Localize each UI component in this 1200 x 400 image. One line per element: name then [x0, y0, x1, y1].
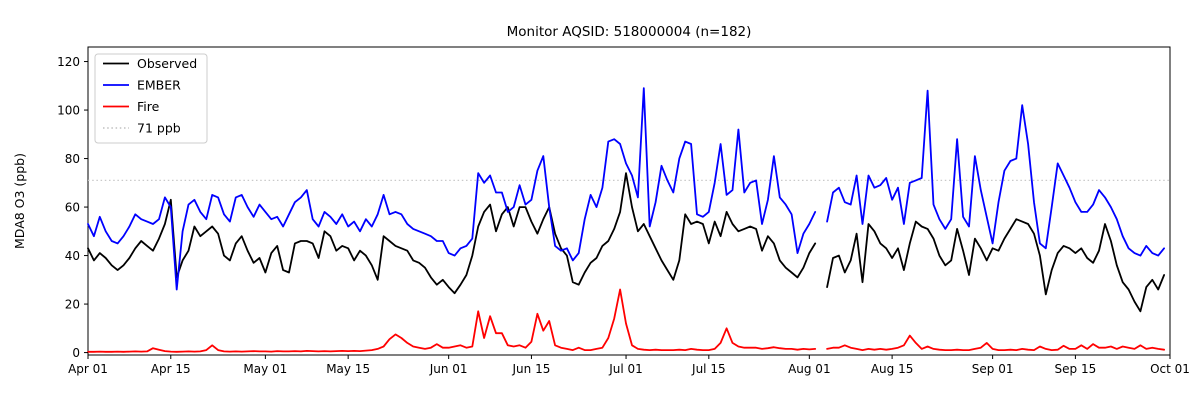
x-tick-label: Sep 15 [1055, 362, 1097, 376]
legend-item: Fire [103, 99, 160, 114]
series-lines [87, 87, 1165, 353]
observed-line [87, 172, 1165, 313]
x-tick-label: Jun 15 [512, 362, 551, 376]
x-tick-label: Aug 15 [871, 362, 914, 376]
ember-line [87, 87, 1165, 291]
x-tick-label: May 15 [326, 362, 370, 376]
x-tick-label: May 01 [243, 362, 287, 376]
y-axis-title: MDA8 O3 (ppb) [12, 153, 27, 249]
x-tick-label: Apr 15 [151, 362, 191, 376]
legend-item: Observed [103, 56, 197, 71]
y-tick-label: 20 [65, 297, 80, 311]
y-tick-label: 0 [72, 346, 80, 360]
x-tick-label: Apr 01 [68, 362, 108, 376]
y-tick-label: 40 [65, 249, 80, 263]
x-tick-label: Jul 15 [691, 362, 726, 376]
legend: Observed EMBER Fire 71 ppb [94, 53, 208, 144]
y-tick-label: 60 [65, 200, 80, 214]
plot-frame [87, 46, 1171, 356]
legend-item: EMBER [103, 78, 181, 93]
x-tick-label: Oct 01 [1150, 362, 1190, 376]
fire-line [87, 288, 1165, 353]
y-axis: 0 20 40 60 80 100 120 [57, 55, 88, 360]
y-tick-label: 120 [57, 55, 80, 69]
legend-item-label: 71 ppb [137, 121, 181, 136]
x-tick-label: Aug 01 [788, 362, 831, 376]
y-tick-label: 100 [57, 103, 80, 117]
legend-item: 71 ppb [103, 121, 181, 136]
y-tick-label: 80 [65, 152, 80, 166]
legend-item-label: Observed [137, 56, 197, 71]
x-tick-label: Jul 01 [608, 362, 643, 376]
legend-item-label: Fire [137, 99, 160, 114]
x-tick-label: Jun 01 [429, 362, 468, 376]
x-tick-label: Sep 01 [972, 362, 1014, 376]
chart-title: Monitor AQSID: 518000004 (n=182) [507, 24, 752, 40]
x-axis: Apr 01 Apr 15 May 01 May 15 Jun 01 Jun 15 Jul … [68, 355, 1190, 376]
legend-box [94, 53, 208, 144]
legend-item-label: EMBER [137, 78, 181, 93]
